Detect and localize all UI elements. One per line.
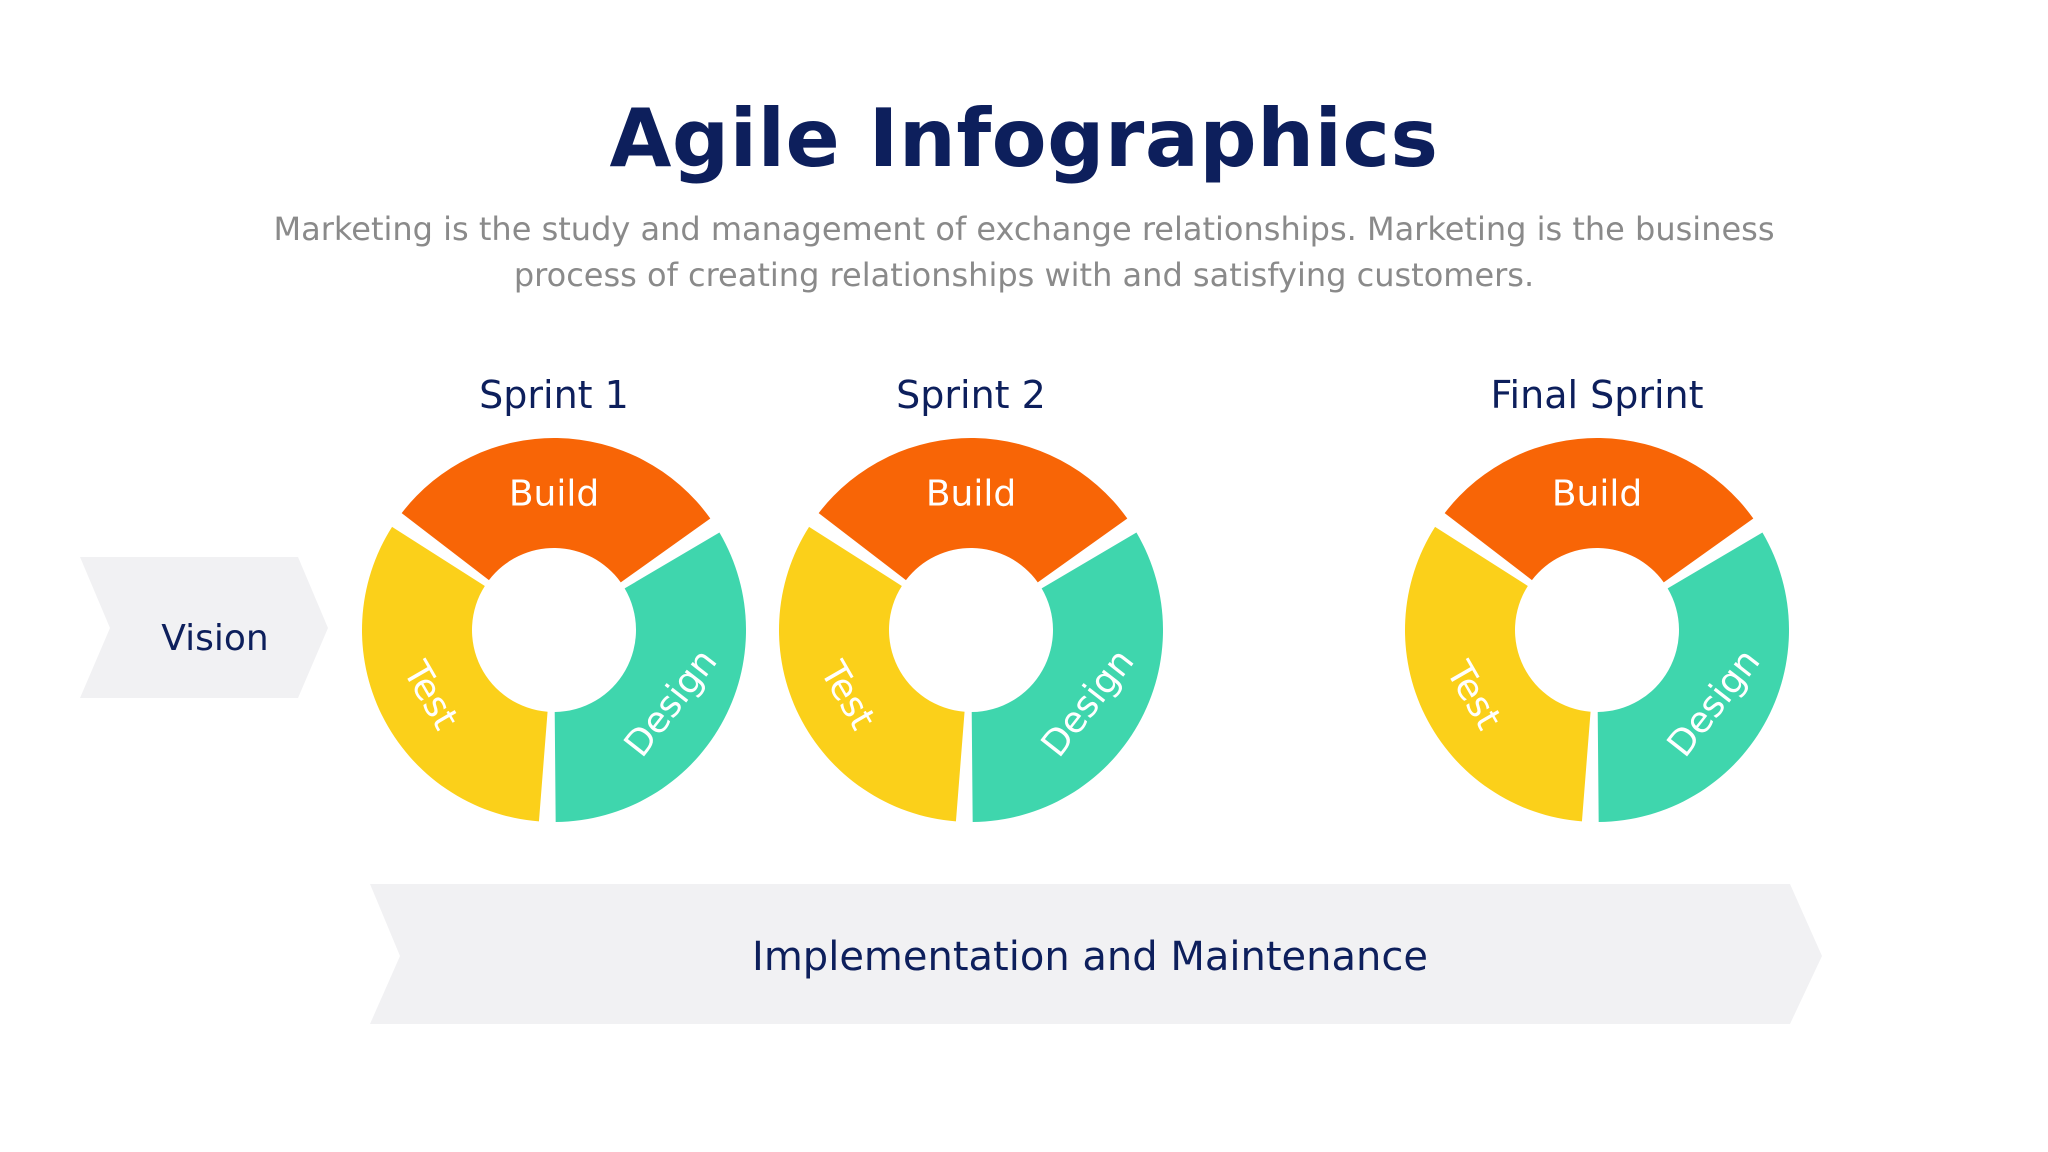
implementation-banner-shape	[370, 884, 1822, 1024]
build-label: Build	[509, 474, 599, 515]
test-segment	[361, 526, 548, 822]
build-segment	[401, 438, 711, 583]
test-segment	[779, 526, 965, 822]
design-segment	[554, 532, 746, 822]
implementation-label: Implementation and Maintenance	[752, 934, 1428, 980]
build-segment	[818, 437, 1128, 583]
page-subtitle: Marketing is the study and management of…	[273, 210, 1775, 294]
design-segment	[971, 532, 1163, 822]
test-segment	[1405, 526, 1591, 822]
build-label: Build	[926, 474, 1016, 515]
implementation-banner: Implementation and Maintenance	[370, 884, 1822, 1024]
vision-chevron: Vision	[80, 557, 328, 698]
sprint-title: Sprint 2	[896, 373, 1046, 417]
build-segment	[1444, 437, 1754, 583]
vision-chevron-shape	[80, 557, 328, 698]
page-title: Agile Infographics	[609, 92, 1439, 185]
build-label: Build	[1552, 474, 1642, 515]
design-segment	[1597, 532, 1789, 822]
vision-label: Vision	[161, 618, 268, 659]
sprint-title: Final Sprint	[1490, 373, 1703, 417]
sprint-title: Sprint 1	[479, 373, 629, 417]
